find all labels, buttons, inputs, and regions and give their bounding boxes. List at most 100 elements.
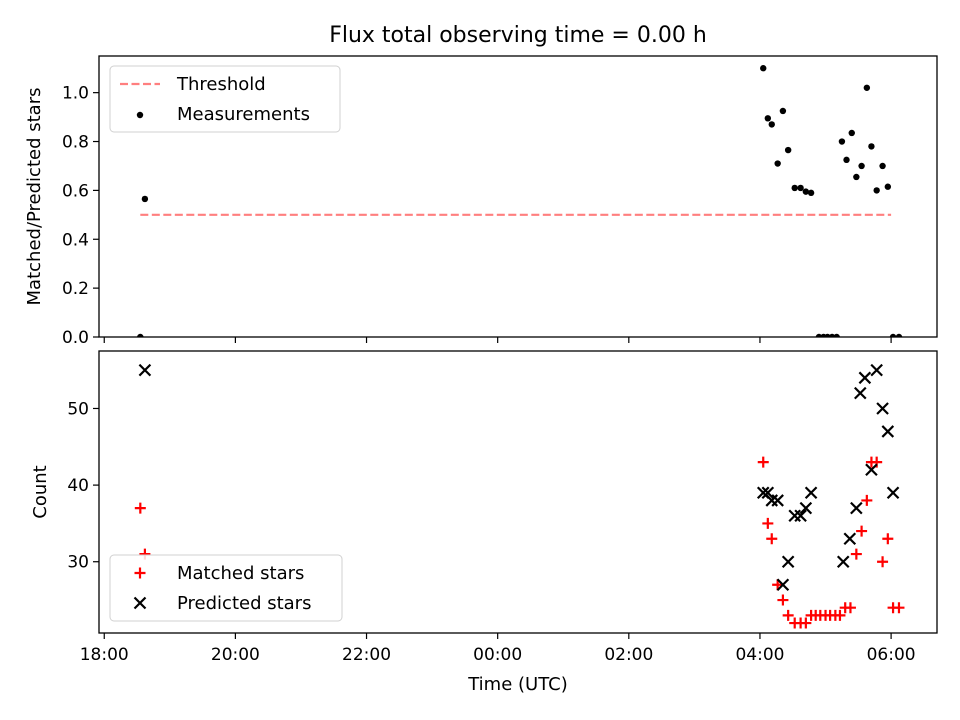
measurement-point [791,184,798,192]
matched-star-point [834,609,846,621]
legend-handle [133,596,147,610]
predicted-star-point [804,486,818,500]
x-tick-label: 02:00 [604,645,653,665]
x-tick-label: 04:00 [735,645,784,665]
measurement-point [768,121,775,128]
legend-handle [136,111,144,119]
measurement-point [884,183,892,190]
matched-star-point [134,502,146,514]
x-axis-label: Time (UTC) [467,674,568,695]
measurement-point [873,187,880,194]
series-measurements [137,65,903,337]
predicted-star-point [776,578,790,592]
matched-star-point [762,517,774,529]
legend-box [109,554,343,622]
measurement-point [779,107,787,115]
measurement-point [797,184,804,192]
legend: Threshold Measurements [109,65,341,133]
x-tick-label: 18:00 [80,645,129,665]
matched-star-point [844,602,856,614]
measurement-point [843,156,850,164]
matched-star-point [800,617,812,629]
predicted-star-point [761,486,775,500]
measurement-point [833,333,840,337]
legend-box [109,65,341,133]
predicted-star-point [843,532,857,546]
ratio-panel: 0.0 0.2 0.4 0.6 0.8 1.0 Matched/Predicted star… [24,55,938,348]
predicted-star-point [876,402,889,415]
y-tick-label: 1.0 [62,84,89,104]
count-panel: 30 40 50 18:00 20:00 22:00 00:00 02:00 04:00 06:0… [30,350,938,665]
x-tick-label: 00:00 [473,645,522,665]
legend-label: Threshold [176,74,266,95]
x-tick-label: 20:00 [211,645,260,665]
measurement-point [889,333,897,337]
measurement-point [863,84,871,91]
measurement-point [858,162,865,170]
matched-star-point [893,602,905,614]
measurement-point [774,160,781,167]
predicted-star-point [799,501,813,515]
predicted-star-point [138,363,152,377]
measurement-point [764,115,772,122]
legend: Matched stars Predicted stars [109,554,343,622]
y-tick-label: 0.0 [62,328,89,348]
matched-star-point [757,456,769,468]
measurement-point [895,333,903,337]
predicted-star-point [886,486,900,500]
chart-title: Flux total observing time = 0.00 h [329,23,707,48]
measurement-point [838,138,846,145]
matched-star-point [861,494,873,506]
predicted-star-point [854,386,867,400]
predicted-star-point [881,425,895,438]
predicted-star-point [850,501,863,515]
matched-star-point [882,533,894,545]
predicted-star-point [865,463,878,477]
measurement-point [853,173,860,181]
legend-handle [134,567,146,579]
predicted-star-point [781,555,795,569]
matched-star-point [877,556,889,568]
measurement-point [137,333,144,337]
matched-star-point [850,548,862,560]
legend-label: Predicted stars [177,593,311,614]
predicted-star-point [794,509,807,523]
y-axis-label: Count [30,465,51,518]
predicted-star-point [858,371,872,385]
measurement-point [879,162,886,170]
y-tick-label: 50 [67,399,89,419]
series-predicted-stars [138,363,900,592]
measurement-point [868,143,875,150]
matched-star-point [777,594,789,606]
predicted-star-point [771,494,784,507]
matched-star-point [782,609,794,621]
x-tick-label: 22:00 [342,645,391,665]
series-matched-stars [134,456,905,629]
y-axis-label: Matched/Predicted stars [24,88,45,306]
y-tick-label: 0.2 [62,279,89,299]
measurement-point [760,65,767,72]
axes-frame [98,350,938,634]
axes-frame [98,55,938,338]
x-tick-label: 06:00 [867,645,916,665]
y-tick-label: 0.8 [62,133,89,153]
measurement-point [802,188,810,195]
legend-label: Matched stars [177,563,304,584]
measurement-point [848,129,855,137]
legend-label: Measurements [177,104,310,125]
y-tick-label: 0.6 [62,181,89,201]
y-tick-label: 40 [67,476,89,496]
plot-area [137,65,903,337]
measurement-point [807,189,815,197]
predicted-star-point [836,555,850,569]
matched-star-point [766,533,778,545]
plot-area [134,363,905,629]
measurement-point [141,195,149,203]
y-tick-label: 0.4 [62,230,89,250]
y-tick-label: 30 [67,553,89,573]
measurement-point [784,146,792,154]
predicted-star-point [870,363,883,377]
matched-star-point [772,579,784,591]
matched-star-point [856,525,868,537]
